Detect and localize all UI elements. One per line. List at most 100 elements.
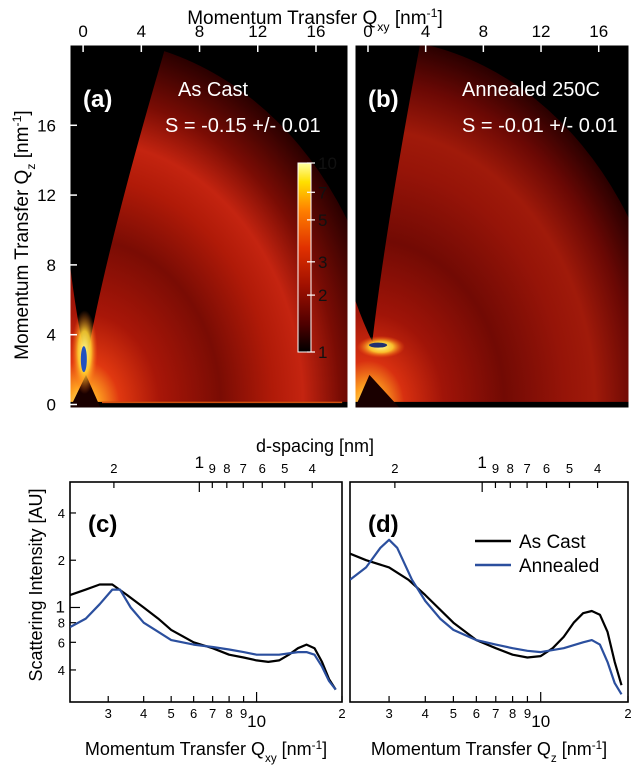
x-tick-label: 4 <box>137 22 146 41</box>
label-part: [nm <box>390 8 427 29</box>
series-group <box>350 538 623 695</box>
x2-tick-label: 8 <box>507 461 514 476</box>
y-tick-label: 12 <box>37 186 56 205</box>
label-part: xy <box>377 20 390 34</box>
y-tick-label: 16 <box>37 116 56 135</box>
label-part: Momentum Transfer Q <box>371 739 551 759</box>
y-tick-label: 8 <box>47 256 56 275</box>
beam-stop <box>355 374 400 408</box>
panel-label: (b) <box>368 86 399 113</box>
x2-tick-label: 4 <box>309 461 316 476</box>
x-tick-label: 0 <box>78 22 87 41</box>
plot-area <box>349 481 629 703</box>
label-part: Momentum Transfer Q <box>85 739 265 759</box>
x2-tick-label: 2 <box>391 461 398 476</box>
x2-tick-label: 2 <box>110 461 117 476</box>
x2-tick-label: 4 <box>594 461 601 476</box>
y-tick-label: 0 <box>47 396 56 415</box>
annotation: As Cast <box>178 79 248 101</box>
x-tick-label: 0 <box>363 22 372 41</box>
x-tick-label: 3 <box>385 706 392 721</box>
x-tick-label: 4 <box>421 22 430 41</box>
y-tick-label: 1 <box>56 597 65 616</box>
image-panel <box>355 45 629 408</box>
panel-label: (a) <box>83 86 112 113</box>
x2-tick-label: 9 <box>492 461 499 476</box>
y-tick-label: 8 <box>58 616 65 631</box>
x-tick-label: 10 <box>247 712 266 731</box>
label-part: -1 <box>312 739 322 752</box>
x-tick-label: 2 <box>624 706 631 721</box>
x-axis-label: Momentum Transfer Qz [nm-1] <box>371 739 607 765</box>
x2-tick-label: 5 <box>566 461 573 476</box>
x-tick-label: 7 <box>492 706 499 721</box>
x2-tick-label: 8 <box>223 461 230 476</box>
y-tick-label: 4 <box>47 326 56 345</box>
x-tick-label: 10 <box>531 712 550 731</box>
x-tick-label: 12 <box>248 22 267 41</box>
label-part: -1 <box>592 739 602 752</box>
x-tick-label: 7 <box>209 706 216 721</box>
missing-wedge <box>70 45 167 360</box>
x-tick-label: 4 <box>422 706 429 721</box>
legend-label: As Cast <box>519 532 586 553</box>
x-tick-label: 5 <box>450 706 457 721</box>
y-tick-label: 4 <box>58 663 65 678</box>
horizon-strip <box>355 401 629 408</box>
scattering-intensity <box>355 45 629 408</box>
x2-tick-label: 1 <box>195 453 204 472</box>
y-tick-label: 6 <box>58 635 65 650</box>
label-part: [nm <box>557 739 592 759</box>
panel-label: (c) <box>88 511 117 538</box>
colorbar-tick-label: 5 <box>318 211 327 230</box>
x2-tick-label: 6 <box>543 461 550 476</box>
peak-spot <box>80 346 87 373</box>
x2-tick-label: 7 <box>523 461 530 476</box>
x-tick-label: 8 <box>195 22 204 41</box>
x-tick-label: 8 <box>479 22 488 41</box>
colorbar-tick-label: 7 <box>318 183 327 202</box>
annotation: S = -0.01 +/- 0.01 <box>462 115 618 137</box>
y-tick-label: 2 <box>58 553 65 568</box>
y-axis-label: Momentum Transfer Qz [nm-1] <box>10 110 38 359</box>
data-line <box>350 552 623 686</box>
label-part: [nm <box>12 127 33 164</box>
label-part: z <box>551 752 557 765</box>
label-part: xy <box>265 752 277 765</box>
label-part: ] <box>602 739 607 759</box>
x-axis-label: Momentum Transfer Qxy [nm-1] <box>187 6 443 34</box>
annotation: Annealed 250C <box>462 79 600 101</box>
x-tick-label: 8 <box>225 706 232 721</box>
label-part: [nm <box>277 739 312 759</box>
y-tick-label: 4 <box>58 506 65 521</box>
x2-axis-label: d-spacing [nm] <box>256 436 374 456</box>
colorbar-tick-label: 3 <box>318 253 327 272</box>
horizon-strip <box>70 401 348 408</box>
missing-wedge <box>355 45 420 342</box>
plot-area <box>69 481 343 703</box>
x2-tick-label: 1 <box>477 453 486 472</box>
x-tick-label: 4 <box>140 706 147 721</box>
x-tick-label: 12 <box>532 22 551 41</box>
colorbar <box>297 162 312 353</box>
x2-tick-label: 7 <box>240 461 247 476</box>
colorbar-tick-label: 1 <box>318 343 327 362</box>
colorbar-tick-label: 10 <box>318 154 337 173</box>
y-axis-label: Scattering Intensity [AU] <box>26 488 46 681</box>
label-part: ] <box>438 8 443 29</box>
data-line <box>350 538 623 695</box>
image-frame <box>354 44 630 409</box>
x-tick-label: 6 <box>473 706 480 721</box>
legend-label: Annealed <box>519 556 599 577</box>
label-part: z <box>24 163 38 169</box>
data-line <box>70 588 337 691</box>
panel-label: (d) <box>368 511 399 538</box>
label-part: Momentum Transfer Q <box>12 170 33 360</box>
x-axis-label: Momentum Transfer Qxy [nm-1] <box>85 739 327 765</box>
x-tick-label: 16 <box>589 22 608 41</box>
x-tick-label: 9 <box>524 706 531 721</box>
x-tick-label: 2 <box>338 706 345 721</box>
x-tick-label: 6 <box>190 706 197 721</box>
x2-tick-label: 6 <box>259 461 266 476</box>
x2-tick-label: 5 <box>281 461 288 476</box>
